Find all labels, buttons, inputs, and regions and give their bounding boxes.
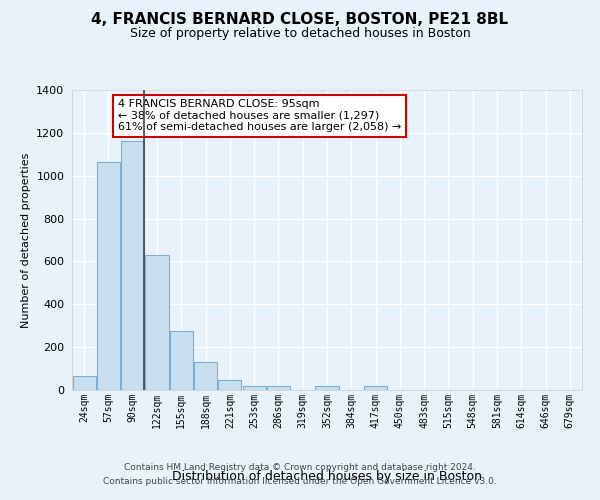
Bar — [364, 386, 387, 390]
Bar — [121, 142, 144, 390]
Text: Size of property relative to detached houses in Boston: Size of property relative to detached ho… — [130, 28, 470, 40]
Text: Contains HM Land Registry data © Crown copyright and database right 2024.: Contains HM Land Registry data © Crown c… — [124, 464, 476, 472]
Bar — [97, 162, 120, 390]
Bar — [267, 386, 290, 390]
Bar — [73, 376, 95, 390]
X-axis label: Distribution of detached houses by size in Boston: Distribution of detached houses by size … — [172, 470, 482, 482]
Text: Contains public sector information licensed under the Open Government Licence v3: Contains public sector information licen… — [103, 477, 497, 486]
Bar — [145, 255, 169, 390]
Text: 4, FRANCIS BERNARD CLOSE, BOSTON, PE21 8BL: 4, FRANCIS BERNARD CLOSE, BOSTON, PE21 8… — [91, 12, 509, 28]
Bar — [194, 362, 217, 390]
Text: 4 FRANCIS BERNARD CLOSE: 95sqm
← 38% of detached houses are smaller (1,297)
61% : 4 FRANCIS BERNARD CLOSE: 95sqm ← 38% of … — [118, 99, 401, 132]
Bar — [170, 331, 193, 390]
Bar — [218, 380, 241, 390]
Y-axis label: Number of detached properties: Number of detached properties — [20, 152, 31, 328]
Bar — [242, 386, 266, 390]
Bar — [316, 386, 338, 390]
